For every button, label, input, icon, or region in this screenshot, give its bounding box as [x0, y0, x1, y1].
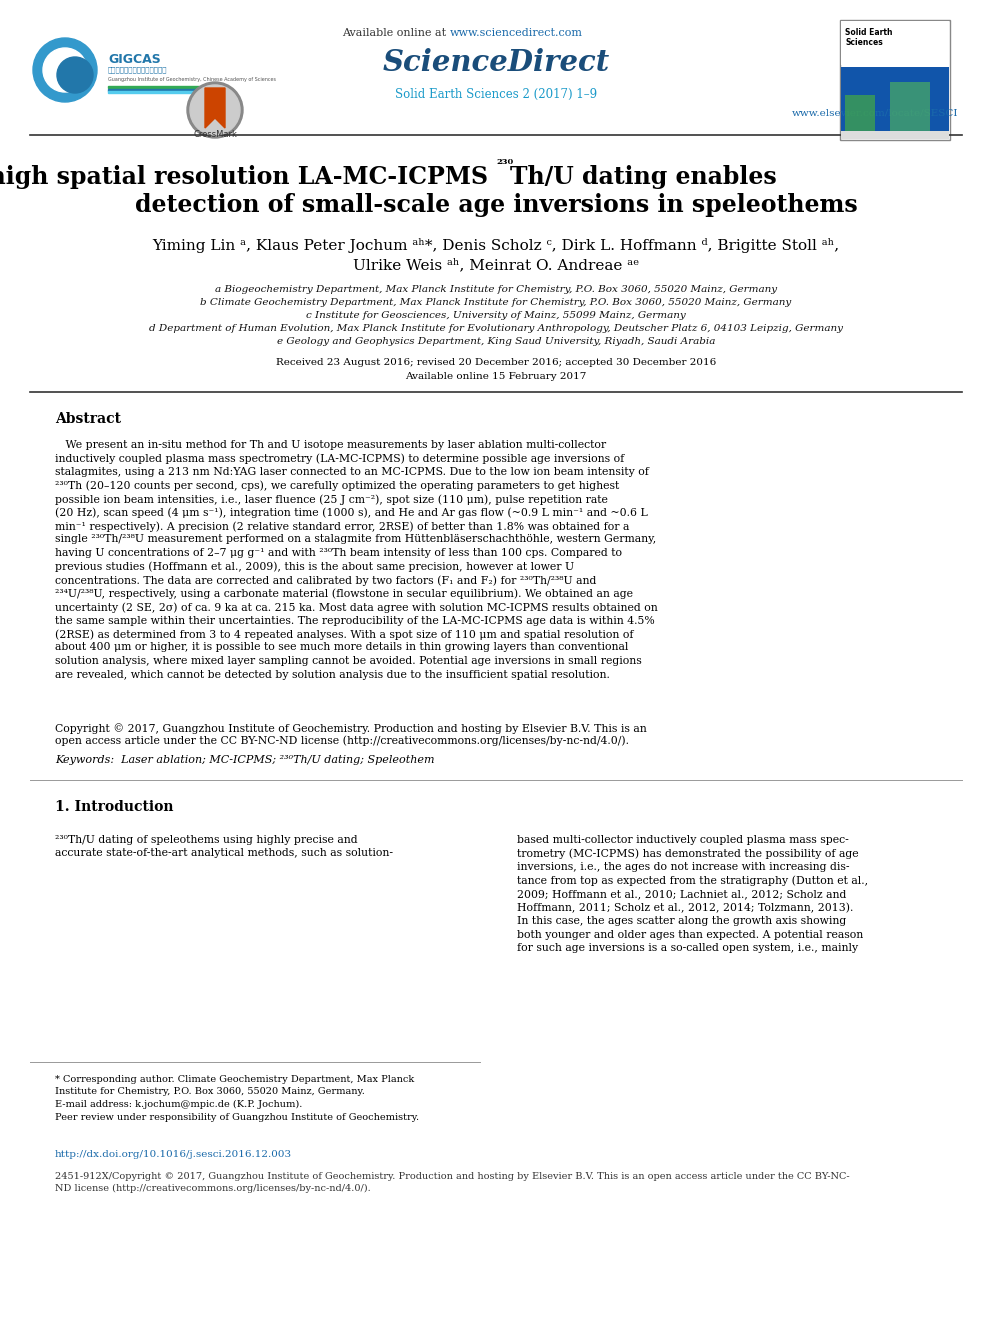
Text: min⁻¹ respectively). A precision (2 relative standard error, 2RSE) of better tha: min⁻¹ respectively). A precision (2 rela…	[55, 521, 629, 532]
Text: Yiming Lin ᵃ, Klaus Peter Jochum ᵃʰ*, Denis Scholz ᶜ, Dirk L. Hoffmann ᵈ, Brigit: Yiming Lin ᵃ, Klaus Peter Jochum ᵃʰ*, De…	[153, 238, 839, 253]
Text: based multi-collector inductively coupled plasma mass spec-: based multi-collector inductively couple…	[517, 835, 849, 845]
Text: having U concentrations of 2–7 μg g⁻¹ and with ²³⁰Th beam intensity of less than: having U concentrations of 2–7 μg g⁻¹ an…	[55, 548, 622, 558]
Text: (20 Hz), scan speed (4 μm s⁻¹), integration time (1000 s), and He and Ar gas flo: (20 Hz), scan speed (4 μm s⁻¹), integrat…	[55, 508, 648, 519]
Text: We present an in-situ method for Th and U isotope measurements by laser ablation: We present an in-situ method for Th and …	[55, 441, 606, 450]
Circle shape	[33, 38, 97, 102]
Text: open access article under the CC BY-NC-ND license (http://creativecommons.org/li: open access article under the CC BY-NC-N…	[55, 736, 629, 746]
Text: 中国科学院广州地球化学研究所: 中国科学院广州地球化学研究所	[108, 66, 168, 73]
Text: c Institute for Geosciences, University of Mainz, 55099 Mainz, Germany: c Institute for Geosciences, University …	[307, 311, 685, 320]
Text: accurate state-of-the-art analytical methods, such as solution-: accurate state-of-the-art analytical met…	[55, 848, 393, 859]
Circle shape	[57, 57, 93, 93]
Text: Th/U dating enables: Th/U dating enables	[510, 165, 777, 189]
Text: ScienceDirect: ScienceDirect	[382, 48, 610, 77]
Text: inductively coupled plasma mass spectrometry (LA-MC-ICPMS) to determine possible: inductively coupled plasma mass spectrom…	[55, 454, 624, 464]
Text: Ulrike Weis ᵃʰ, Meinrat O. Andreae ᵃᵉ: Ulrike Weis ᵃʰ, Meinrat O. Andreae ᵃᵉ	[353, 258, 639, 273]
Text: In this case, the ages scatter along the growth axis showing: In this case, the ages scatter along the…	[517, 916, 846, 926]
Text: (2RSE) as determined from 3 to 4 repeated analyses. With a spot size of 110 μm a: (2RSE) as determined from 3 to 4 repeate…	[55, 628, 634, 639]
Text: * Corresponding author. Climate Geochemistry Department, Max Planck: * Corresponding author. Climate Geochemi…	[55, 1076, 415, 1084]
Text: Solid Earth: Solid Earth	[845, 28, 893, 37]
Text: trometry (MC-ICPMS) has demonstrated the possibility of age: trometry (MC-ICPMS) has demonstrated the…	[517, 848, 859, 859]
Text: Received 23 August 2016; revised 20 December 2016; accepted 30 December 2016: Received 23 August 2016; revised 20 Dece…	[276, 359, 716, 366]
Bar	[841, 131, 949, 139]
Bar	[841, 21, 949, 65]
Bar	[840, 20, 950, 140]
Text: 1. Introduction: 1. Introduction	[55, 800, 174, 814]
Text: about 400 μm or higher, it is possible to see much more details in thin growing : about 400 μm or higher, it is possible t…	[55, 643, 628, 652]
Circle shape	[190, 85, 240, 135]
Text: the same sample within their uncertainties. The reproducibility of the LA-MC-ICP: the same sample within their uncertainti…	[55, 615, 655, 626]
Circle shape	[43, 48, 87, 93]
Text: Copyright © 2017, Guangzhou Institute of Geochemistry. Production and hosting by: Copyright © 2017, Guangzhou Institute of…	[55, 722, 647, 734]
Text: d Department of Human Evolution, Max Planck Institute for Evolutionary Anthropol: d Department of Human Evolution, Max Pla…	[149, 324, 843, 333]
Text: a Biogeochemistry Department, Max Planck Institute for Chemistry, P.O. Box 3060,: a Biogeochemistry Department, Max Planck…	[215, 284, 777, 294]
Text: previous studies (Hoffmann et al., 2009), this is the about same precision, howe: previous studies (Hoffmann et al., 2009)…	[55, 561, 574, 572]
Text: for such age inversions is a so-called open system, i.e., mainly: for such age inversions is a so-called o…	[517, 943, 858, 953]
Circle shape	[187, 82, 243, 138]
Text: Peer review under responsibility of Guangzhou Institute of Geochemistry.: Peer review under responsibility of Guan…	[55, 1113, 420, 1122]
Text: www.sciencedirect.com: www.sciencedirect.com	[450, 28, 583, 38]
Text: Abstract: Abstract	[55, 411, 121, 426]
Text: solution analysis, where mixed layer sampling cannot be avoided. Potential age i: solution analysis, where mixed layer sam…	[55, 656, 642, 665]
Text: concentrations. The data are corrected and calibrated by two factors (F₁ and F₂): concentrations. The data are corrected a…	[55, 576, 596, 586]
Text: Guangzhou Institute of Geochemistry, Chinese Academy of Sciences: Guangzhou Institute of Geochemistry, Chi…	[108, 77, 276, 82]
Bar	[108, 86, 228, 89]
Bar	[890, 82, 930, 132]
Text: Hoffmann, 2011; Scholz et al., 2012, 2014; Tolzmann, 2013).: Hoffmann, 2011; Scholz et al., 2012, 201…	[517, 902, 853, 913]
Text: 2009; Hoffmann et al., 2010; Lachniet al., 2012; Scholz and: 2009; Hoffmann et al., 2010; Lachniet al…	[517, 889, 846, 900]
Polygon shape	[205, 89, 225, 128]
Text: CrossMark: CrossMark	[193, 130, 237, 139]
Text: In-situ high spatial resolution LA-MC-ICPMS: In-situ high spatial resolution LA-MC-IC…	[0, 165, 496, 189]
Text: e Geology and Geophysics Department, King Saud University, Riyadh, Saudi Arabia: e Geology and Geophysics Department, Kin…	[277, 337, 715, 347]
Bar	[845, 95, 875, 135]
Text: possible ion beam intensities, i.e., laser fluence (25 J cm⁻²), spot size (110 μ: possible ion beam intensities, i.e., las…	[55, 493, 608, 504]
Bar	[108, 89, 228, 90]
Text: Keywords:  Laser ablation; MC-ICPMS; ²³⁰Th/U dating; Speleothem: Keywords: Laser ablation; MC-ICPMS; ²³⁰T…	[55, 755, 434, 765]
Text: Institute for Chemistry, P.O. Box 3060, 55020 Mainz, Germany.: Institute for Chemistry, P.O. Box 3060, …	[55, 1088, 365, 1095]
Text: tance from top as expected from the stratigraphy (Dutton et al.,: tance from top as expected from the stra…	[517, 876, 868, 886]
Text: 2451-912X/Copyright © 2017, Guangzhou Institute of Geochemistry. Production and : 2451-912X/Copyright © 2017, Guangzhou In…	[55, 1172, 849, 1181]
Bar	[108, 91, 228, 93]
Text: http://dx.doi.org/10.1016/j.sesci.2016.12.003: http://dx.doi.org/10.1016/j.sesci.2016.1…	[55, 1150, 292, 1159]
Text: uncertainty (2 SE, 2σ) of ca. 9 ka at ca. 215 ka. Most data agree with solution : uncertainty (2 SE, 2σ) of ca. 9 ka at ca…	[55, 602, 658, 613]
Text: detection of small-scale age inversions in speleothems: detection of small-scale age inversions …	[135, 193, 857, 217]
Text: single ²³⁰Th/²³⁸U measurement performed on a stalagmite from Hüttenbläserschacht: single ²³⁰Th/²³⁸U measurement performed …	[55, 534, 657, 545]
Text: both younger and older ages than expected. A potential reason: both younger and older ages than expecte…	[517, 930, 863, 939]
Text: inversions, i.e., the ages do not increase with increasing dis-: inversions, i.e., the ages do not increa…	[517, 863, 849, 872]
Text: Sciences: Sciences	[845, 38, 883, 48]
Text: are revealed, which cannot be detected by solution analysis due to the insuffici: are revealed, which cannot be detected b…	[55, 669, 610, 680]
Text: ²³⁰Th (20–120 counts per second, cps), we carefully optimized the operating para: ²³⁰Th (20–120 counts per second, cps), w…	[55, 480, 619, 491]
Text: ²³⁴U/²³⁸U, respectively, using a carbonate material (flowstone in secular equili: ²³⁴U/²³⁸U, respectively, using a carbona…	[55, 589, 633, 599]
Text: Solid Earth Sciences 2 (2017) 1–9: Solid Earth Sciences 2 (2017) 1–9	[395, 89, 597, 101]
Text: GIGCAS: GIGCAS	[108, 53, 161, 66]
Text: E-mail address: k.jochum@mpic.de (K.P. Jochum).: E-mail address: k.jochum@mpic.de (K.P. J…	[55, 1099, 303, 1109]
Text: ND license (http://creativecommons.org/licenses/by-nc-nd/4.0/).: ND license (http://creativecommons.org/l…	[55, 1184, 371, 1193]
Text: ²³⁰Th/U dating of speleothems using highly precise and: ²³⁰Th/U dating of speleothems using high…	[55, 835, 358, 845]
Text: Available online at: Available online at	[342, 28, 450, 38]
Bar	[841, 67, 949, 139]
Text: www.elsevier.com/locate/SESCI: www.elsevier.com/locate/SESCI	[792, 108, 958, 116]
Text: b Climate Geochemistry Department, Max Planck Institute for Chemistry, P.O. Box : b Climate Geochemistry Department, Max P…	[200, 298, 792, 307]
Text: ²³⁰: ²³⁰	[496, 157, 513, 171]
Text: stalagmites, using a 213 nm Nd:YAG laser connected to an MC-ICPMS. Due to the lo: stalagmites, using a 213 nm Nd:YAG laser…	[55, 467, 649, 478]
Text: Available online 15 February 2017: Available online 15 February 2017	[406, 372, 586, 381]
